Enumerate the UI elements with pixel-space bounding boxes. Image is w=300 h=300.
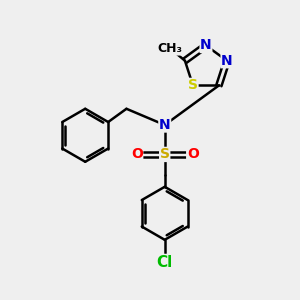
Text: N: N: [221, 54, 233, 68]
Text: O: O: [187, 147, 199, 161]
Text: S: S: [188, 78, 198, 92]
Text: Cl: Cl: [157, 254, 173, 269]
Text: CH₃: CH₃: [158, 42, 183, 55]
Text: O: O: [131, 147, 143, 161]
Text: S: S: [160, 147, 170, 161]
Text: N: N: [159, 118, 170, 132]
Text: N: N: [200, 38, 212, 52]
